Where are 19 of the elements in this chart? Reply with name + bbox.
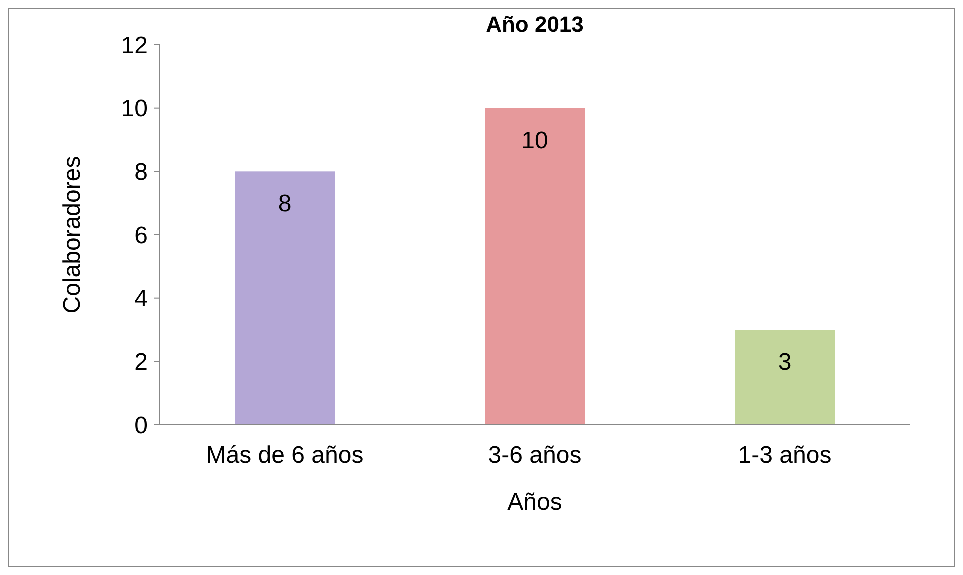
y-tick-label: 4 (134, 286, 148, 313)
y-tick-label: 2 (134, 349, 148, 376)
y-tick-label: 8 (134, 159, 148, 186)
bar (235, 172, 335, 425)
chart-title: Año 2013 (486, 12, 584, 37)
data-label: 10 (522, 127, 548, 154)
bar (735, 330, 835, 425)
data-label: 3 (778, 349, 792, 376)
x-tick-label: 3-6 años (488, 442, 582, 469)
x-tick-label: 1-3 años (738, 442, 832, 469)
y-tick-label: 6 (134, 222, 148, 250)
y-tick-label: 10 (121, 96, 148, 123)
y-tick-label: 0 (134, 412, 148, 440)
y-axis-title: Colaboradores (59, 156, 86, 314)
bar (485, 108, 585, 425)
x-tick-label: Más de 6 años (206, 442, 364, 469)
y-tick-label: 12 (121, 32, 148, 60)
data-label: 8 (278, 190, 292, 218)
x-axis-title: Años (508, 489, 562, 516)
